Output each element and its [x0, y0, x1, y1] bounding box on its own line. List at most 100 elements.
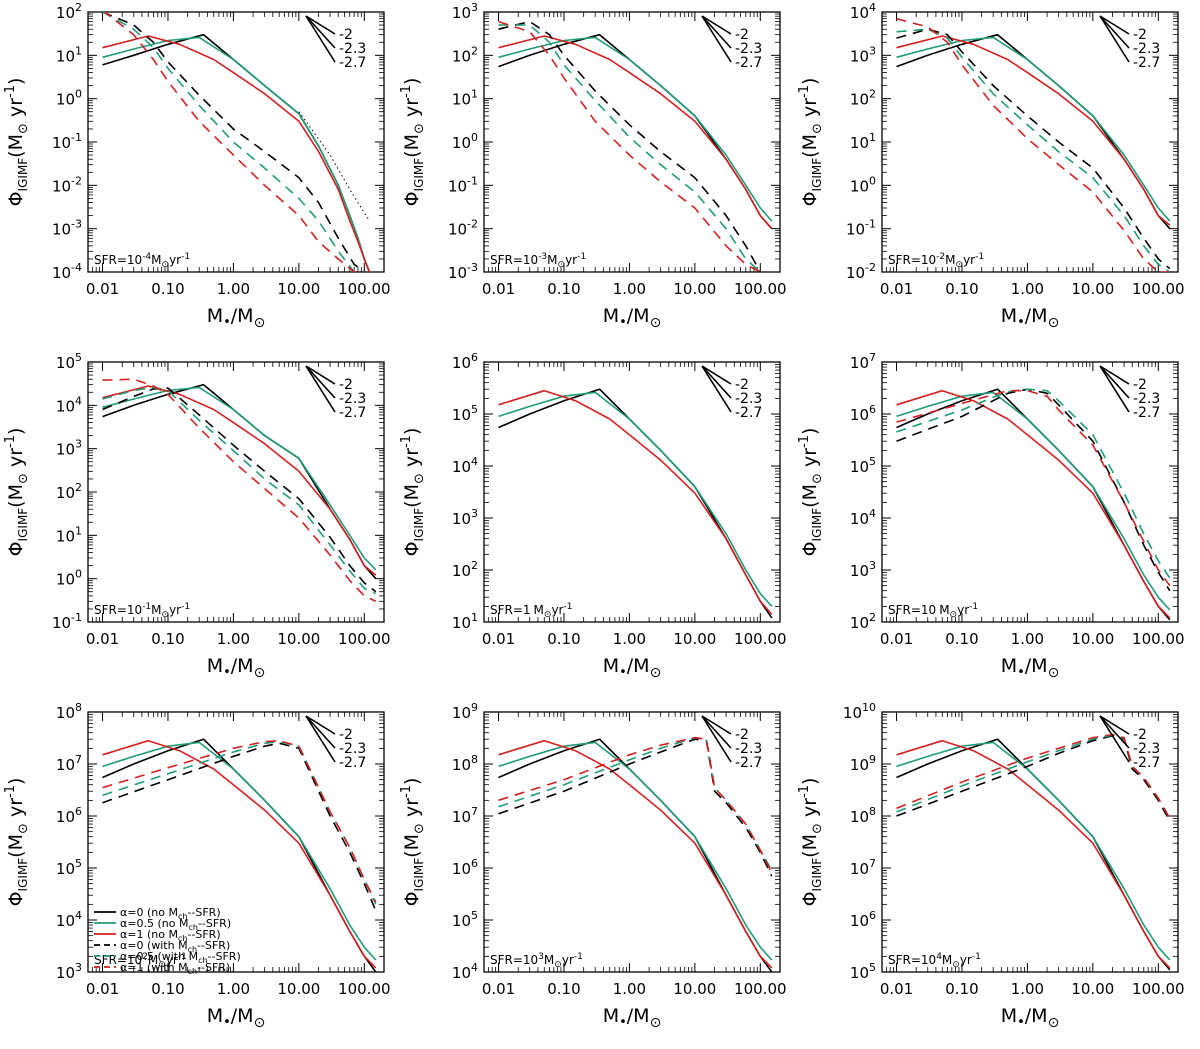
slope-label: -2 [735, 727, 749, 743]
slope-reference-line [701, 715, 732, 735]
slope-label: -2 [339, 27, 353, 43]
slope-reference-line [701, 715, 732, 749]
y-tick-label: 105 [56, 351, 82, 372]
series-line [102, 386, 377, 595]
x-tick-label: 100.00 [1132, 630, 1185, 648]
x-tick-label: 0.10 [151, 630, 184, 648]
slope-label: -2.3 [1133, 741, 1160, 757]
series-line [498, 388, 773, 619]
slope-reference-line [701, 15, 732, 49]
x-tick-label: 100.00 [338, 630, 391, 648]
y-tick-label: 10-2 [846, 261, 876, 282]
series-line [102, 36, 371, 272]
x-tick-label: 100.00 [734, 980, 787, 998]
slope-reference-line [1099, 15, 1130, 49]
slope-reference-line [305, 365, 336, 413]
slope-label: -2.3 [1133, 391, 1160, 407]
y-tick-label: 107 [850, 351, 876, 372]
y-tick-label: 109 [452, 701, 478, 722]
slope-label: -2.7 [735, 55, 762, 71]
slope-reference-line [701, 365, 732, 399]
series-line [896, 734, 1171, 822]
series-line [498, 739, 773, 969]
y-tick-label: 107 [850, 857, 876, 878]
slope-reference-line [1099, 15, 1130, 63]
y-tick-label: 100 [56, 88, 82, 109]
slope-label: -2.7 [1133, 755, 1160, 771]
x-axis-label: M•/M⊙ [1001, 1005, 1060, 1031]
series-group [896, 17, 1171, 272]
x-tick-label: 1.00 [613, 980, 646, 998]
x-axis-label: M•/M⊙ [207, 1005, 266, 1031]
slope-label: -2.3 [735, 41, 762, 57]
slope-reference-line [305, 15, 336, 49]
slope-label: -2 [1133, 377, 1147, 393]
axes-frame [483, 711, 781, 973]
y-tick-label: 107 [56, 753, 82, 774]
slope-label: -2.7 [1133, 405, 1160, 421]
y-tick-label: 101 [452, 611, 478, 632]
slope-label: -2 [339, 377, 353, 393]
series-line [896, 28, 1171, 270]
axes-frame [881, 361, 1179, 623]
slope-label: -2.3 [339, 41, 366, 57]
series-line [896, 741, 1171, 961]
series-line [102, 740, 377, 905]
x-tick-label: 10.00 [673, 280, 716, 298]
panel-1: 10-4 10-3 10-2 10-1 100 101 102 0.01 0.10 1.00 10.… [3, 1, 391, 331]
series-line [102, 12, 365, 272]
sfr-label: SFR=104M⊙yr-1 [888, 952, 981, 970]
y-tick-label: 107 [452, 805, 478, 826]
y-tick-label: 105 [850, 961, 876, 982]
x-tick-label: 0.10 [945, 980, 978, 998]
sfr-label: SFR=10 M⊙yr-1 [888, 602, 978, 620]
x-tick-label: 1.00 [1011, 630, 1044, 648]
series-group [102, 738, 377, 972]
x-tick-label: 10.00 [673, 980, 716, 998]
slope-reference-line [305, 365, 336, 385]
y-tick-label: 102 [850, 611, 876, 632]
slope-reference-line [305, 365, 336, 399]
x-tick-label: 100.00 [338, 980, 391, 998]
series-line [102, 739, 377, 903]
x-tick-label: 0.01 [86, 980, 119, 998]
x-tick-label: 0.01 [880, 630, 913, 648]
series-line [102, 387, 377, 593]
slope-reference-line [305, 15, 336, 35]
x-tick-label: 0.01 [482, 280, 515, 298]
x-axis-label: M•/M⊙ [1001, 655, 1060, 681]
panel-5: 101 102 103 104 105 106 0.01 0.10 1.00 10.00 100.0… [399, 351, 787, 681]
x-axis-label: M•/M⊙ [603, 1005, 662, 1031]
x-tick-label: 0.01 [880, 280, 913, 298]
slope-reference-line [701, 15, 732, 63]
series-line [498, 20, 761, 272]
series-line [896, 28, 1171, 272]
series-line [102, 35, 371, 272]
y-tick-label: 100 [56, 568, 82, 589]
y-tick-label: 101 [850, 131, 876, 152]
y-tick-label: 106 [850, 403, 876, 424]
slope-label: -2 [735, 27, 749, 43]
x-tick-label: 0.10 [547, 630, 580, 648]
x-tick-label: 10.00 [1071, 630, 1114, 648]
slope-reference-line [1099, 715, 1130, 735]
y-tick-label: 102 [452, 559, 478, 580]
panel-2: 10-3 10-2 10-1 100 101 102 103 0.01 0.10 1.00 10.0… [399, 1, 787, 331]
slope-label: -2.7 [339, 755, 366, 771]
series-group [102, 378, 377, 603]
y-tick-label: 106 [56, 805, 82, 826]
y-tick-label: 102 [452, 44, 478, 65]
slope-reference-line [701, 715, 732, 763]
y-tick-label: 102 [56, 481, 82, 502]
x-tick-label: 1.00 [1011, 280, 1044, 298]
panel-9: 105 106 107 108 109 1010 0.01 0.10 1.00 10.00 100.… [797, 701, 1185, 1031]
y-axis-label: ΦIGIMF(M⊙ yr-1) [3, 778, 31, 907]
series-line [102, 386, 377, 571]
series-line [498, 36, 773, 222]
y-tick-label: 104 [850, 1, 876, 22]
x-tick-label: 1.00 [613, 630, 646, 648]
y-tick-label: 104 [452, 961, 478, 982]
x-tick-label: 0.01 [880, 980, 913, 998]
x-tick-label: 10.00 [673, 630, 716, 648]
